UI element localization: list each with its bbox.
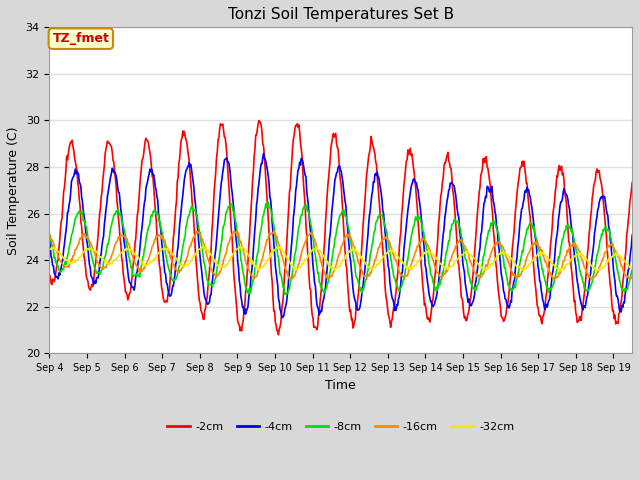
-2cm xyxy=(45,272,53,277)
-8cm xyxy=(318,285,326,290)
-32cm xyxy=(465,250,472,256)
-2cm xyxy=(465,307,473,312)
Line: -32cm: -32cm xyxy=(49,246,632,271)
-16cm xyxy=(628,276,636,282)
-16cm xyxy=(479,271,486,276)
-8cm xyxy=(281,291,289,297)
X-axis label: Time: Time xyxy=(326,379,356,392)
-4cm xyxy=(296,159,303,165)
-2cm xyxy=(479,156,487,162)
-4cm xyxy=(48,256,56,262)
-2cm xyxy=(296,129,303,135)
-2cm xyxy=(275,332,282,337)
-16cm xyxy=(270,228,278,234)
Line: -8cm: -8cm xyxy=(49,202,632,294)
-8cm xyxy=(48,242,56,248)
Line: -2cm: -2cm xyxy=(49,120,632,335)
-32cm xyxy=(557,268,564,274)
Title: Tonzi Soil Temperatures Set B: Tonzi Soil Temperatures Set B xyxy=(228,7,454,22)
-16cm xyxy=(48,237,56,242)
-8cm xyxy=(127,265,135,271)
Line: -4cm: -4cm xyxy=(49,154,632,318)
-16cm xyxy=(465,250,472,255)
-32cm xyxy=(199,243,207,249)
-4cm xyxy=(628,232,636,238)
-32cm xyxy=(479,266,486,272)
-4cm xyxy=(465,296,473,302)
-4cm xyxy=(479,209,487,215)
-4cm xyxy=(318,309,326,314)
-32cm xyxy=(127,247,135,253)
Legend: -2cm, -4cm, -8cm, -16cm, -32cm: -2cm, -4cm, -8cm, -16cm, -32cm xyxy=(163,418,518,436)
-16cm xyxy=(317,260,324,265)
-8cm xyxy=(465,272,473,278)
-32cm xyxy=(48,245,56,251)
-4cm xyxy=(278,315,286,321)
-32cm xyxy=(295,265,303,271)
-2cm xyxy=(628,180,636,186)
-32cm xyxy=(45,245,53,251)
-2cm xyxy=(318,284,326,289)
Text: TZ_fmet: TZ_fmet xyxy=(52,32,109,45)
-8cm xyxy=(296,221,303,227)
-2cm xyxy=(48,282,56,288)
Line: -16cm: -16cm xyxy=(49,231,632,279)
-2cm xyxy=(127,284,135,289)
-8cm xyxy=(45,231,53,237)
-32cm xyxy=(628,265,636,271)
-2cm xyxy=(255,118,262,123)
-16cm xyxy=(588,276,596,282)
-4cm xyxy=(45,235,53,240)
-16cm xyxy=(45,233,53,239)
-16cm xyxy=(127,249,135,254)
-8cm xyxy=(479,254,487,260)
-8cm xyxy=(628,267,636,273)
-4cm xyxy=(127,281,135,287)
-16cm xyxy=(295,261,303,267)
-4cm xyxy=(260,151,268,156)
-8cm xyxy=(264,199,272,205)
Y-axis label: Soil Temperature (C): Soil Temperature (C) xyxy=(7,126,20,254)
-32cm xyxy=(317,249,324,254)
